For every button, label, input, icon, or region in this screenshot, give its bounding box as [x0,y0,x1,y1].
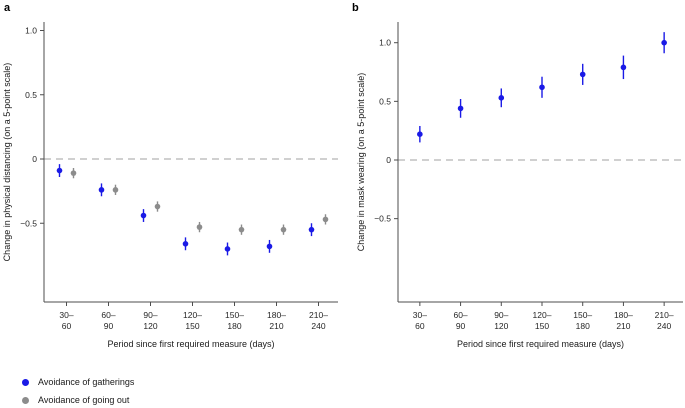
legend-dot-blue-icon [22,378,29,386]
x-tick-label-line1: 180– [267,310,286,320]
x-tick-label-line2: 90 [456,321,466,331]
y-tick-label: 0 [386,155,391,165]
data-point [417,131,423,137]
x-tick-label-line1: 60– [453,310,467,320]
y-tick-label: −0.5 [20,218,37,228]
x-tick-label-line1: 30– [59,310,73,320]
data-point [620,64,627,71]
legend-dot-gray-icon [22,396,29,404]
x-axis-title: Period since first required measure (day… [107,339,274,349]
x-tick-label-line1: 210– [655,310,674,320]
data-point [154,203,161,210]
y-tick-label: 0.5 [379,96,391,106]
y-tick-label: 0 [32,154,37,164]
legend-item-going-out: Avoidance of going out [22,393,134,407]
data-point [579,71,586,78]
x-tick-label-line2: 210 [269,321,283,331]
data-point [661,39,667,46]
y-tick-label: 1.0 [25,26,37,36]
x-tick-label-line1: 30– [413,310,427,320]
x-tick-label-line1: 90– [494,310,508,320]
x-tick-label-line2: 120 [494,321,508,331]
x-tick-label-line1: 120– [533,310,552,320]
y-axis-title: Change in mask wearing (on a 5-point sca… [356,73,366,252]
y-tick-label: 0.5 [25,90,37,100]
x-tick-label-line2: 210 [616,321,630,331]
x-axis-title: Period since first required measure (day… [457,339,624,349]
panel-b-chart: 1.00.50−0.530–6060–9090–120120–150150–18… [356,22,683,349]
data-point [539,84,545,91]
y-tick-label: −0.5 [374,214,391,224]
data-point [98,187,105,193]
data-point [266,243,273,250]
data-point [140,212,147,219]
data-point [280,226,287,233]
data-point [308,226,315,233]
data-point [70,170,77,176]
x-tick-label-line2: 150 [185,321,199,331]
x-tick-label-line2: 240 [657,321,671,331]
x-tick-label-line1: 150– [573,310,592,320]
x-tick-label-line2: 240 [311,321,325,331]
x-tick-label-line2: 180 [227,321,241,331]
x-tick-label-line1: 180– [614,310,633,320]
x-tick-label-line1: 210– [309,310,328,320]
data-point [238,226,245,233]
x-tick-label-line1: 120– [183,310,202,320]
legend: Avoidance of gatherings Avoidance of goi… [22,375,134,408]
legend-label-gatherings: Avoidance of gatherings [38,376,135,387]
data-point [224,246,231,252]
panel-a-chart: 1.00.50−0.530–6060–9090–120120–150150–18… [2,22,338,349]
x-tick-label-line2: 150 [535,321,549,331]
x-tick-label-line1: 90– [143,310,157,320]
x-tick-label-line2: 120 [143,321,157,331]
legend-item-gatherings: Avoidance of gatherings [22,375,134,389]
data-point [182,241,189,247]
data-point [322,216,329,223]
data-point [457,105,464,112]
x-tick-label-line2: 90 [104,321,114,331]
y-axis-title: Change in physical distancing (on a 5-po… [2,63,12,262]
data-point [196,224,203,230]
panel-label-b: b [352,2,359,14]
data-point [112,187,119,193]
data-point [498,95,505,101]
y-tick-label: 1.0 [379,38,391,48]
x-tick-label-line2: 60 [62,321,72,331]
x-tick-label-line2: 60 [415,321,425,331]
data-point [56,167,63,174]
x-tick-label-line1: 60– [101,310,115,320]
panel-label-a: a [4,2,11,14]
legend-label-going-out: Avoidance of going out [38,394,130,405]
x-tick-label-line2: 180 [576,321,590,331]
x-tick-label-line1: 150– [225,310,244,320]
